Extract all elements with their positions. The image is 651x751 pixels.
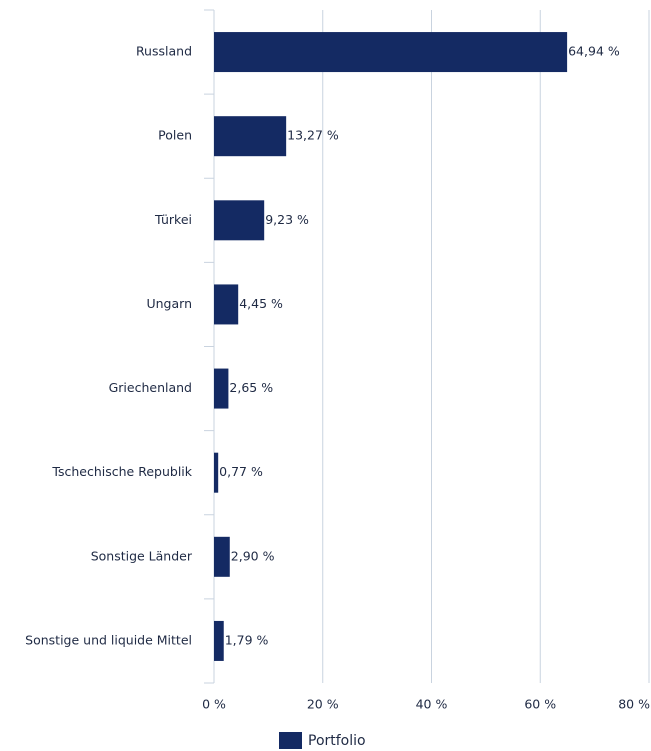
x-tick-label: 0 % (202, 697, 226, 712)
bar (214, 32, 568, 73)
legend-label: Portfolio (308, 733, 366, 749)
bar (214, 536, 230, 577)
bar (214, 200, 265, 241)
value-label: 9,23 % (265, 212, 309, 227)
bar (214, 452, 219, 493)
y-tick-label: Sonstige Länder (91, 548, 193, 563)
y-tick-label: Russland (136, 44, 192, 59)
bar (214, 116, 287, 157)
x-tick-label: 60 % (524, 697, 556, 712)
x-tick-label: 40 % (416, 697, 448, 712)
value-label: 0,77 % (219, 464, 263, 479)
value-label: 13,27 % (287, 128, 339, 143)
y-tick-label: Sonstige und liquide Mittel (25, 632, 192, 647)
value-label: 1,79 % (225, 632, 269, 647)
legend-swatch (279, 732, 302, 749)
bar (214, 284, 239, 325)
value-label: 4,45 % (239, 296, 283, 311)
value-label: 2,65 % (229, 380, 273, 395)
value-label: 2,90 % (231, 548, 275, 563)
y-tick-label: Polen (158, 128, 192, 143)
x-tick-label: 20 % (307, 697, 339, 712)
y-tick-label: Tschechische Republik (51, 464, 192, 479)
y-tick-label: Türkei (154, 212, 192, 227)
bar (214, 620, 224, 661)
y-tick-label: Ungarn (146, 296, 192, 311)
bar (214, 368, 229, 409)
x-tick-label: 80 % (618, 697, 650, 712)
y-tick-label: Griechenland (109, 380, 192, 395)
value-label: 64,94 % (568, 44, 620, 59)
